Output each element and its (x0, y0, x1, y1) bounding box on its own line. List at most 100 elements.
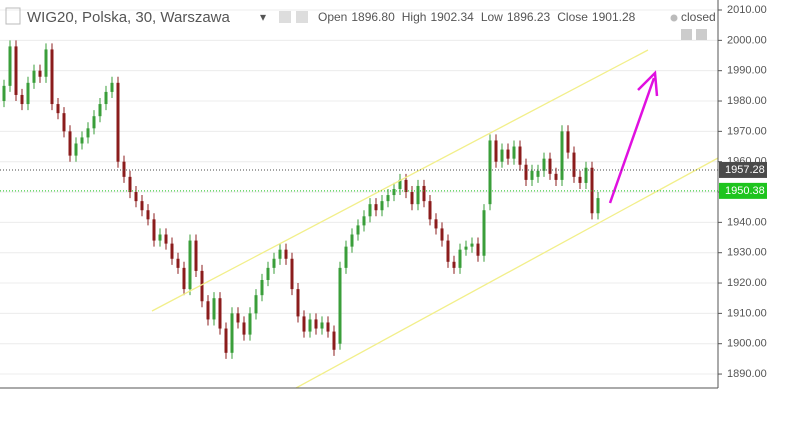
candle-body (290, 258, 294, 290)
legend-label: Low (481, 10, 503, 24)
candle-body (92, 116, 96, 129)
candle-body (74, 143, 78, 156)
legend-value: 1896.23 (507, 10, 551, 24)
status-dot (670, 14, 678, 22)
candle-body (476, 243, 480, 256)
candle-body (512, 146, 516, 159)
candle-body (506, 149, 510, 159)
candle-body (410, 192, 414, 205)
candle-body (482, 210, 486, 256)
candle-body (338, 267, 342, 344)
candle-body (248, 313, 252, 335)
candle-body (380, 201, 384, 211)
candle-body (464, 246, 468, 250)
candle-body (398, 179, 402, 189)
candle-body (50, 49, 54, 105)
y-tick-label: 2000.00 (727, 34, 767, 46)
y-tick-label: 2010.00 (727, 4, 767, 16)
y-tick-label: 1980.00 (727, 95, 767, 107)
candle-body (176, 258, 180, 268)
legend-label: High (402, 10, 427, 24)
candle-body (434, 219, 438, 229)
price-label: 1957.28 (725, 164, 765, 176)
candle-body (170, 243, 174, 259)
candle-body (542, 158, 546, 171)
y-tick-label: 1890.00 (727, 368, 767, 380)
y-tick-label: 1990.00 (727, 65, 767, 77)
candle-body (14, 46, 18, 95)
candle-body (164, 234, 168, 244)
candle-body (470, 243, 474, 247)
dropdown[interactable]: ▾ (260, 10, 266, 24)
candle-body (566, 131, 570, 153)
candle-body (530, 170, 534, 180)
candle-body (368, 204, 372, 217)
info-icon[interactable] (696, 29, 707, 40)
price-label-box (719, 161, 767, 178)
candle-body (146, 210, 150, 220)
legend-label: Open (318, 10, 347, 24)
settings-icon[interactable] (279, 11, 291, 23)
y-tick-label: 1930.00 (727, 247, 767, 259)
candle-body (560, 131, 564, 180)
candle-body (596, 198, 600, 214)
candle-body (212, 298, 216, 320)
header: WIG20, Polska, 30, Warszawa ▾ Open 1896.8… (5, 7, 716, 40)
candle-body (122, 161, 126, 177)
lower-trend-line (295, 157, 719, 389)
candle-body (302, 316, 306, 332)
candle-body (182, 267, 186, 290)
chart-title: WIG20, Polska, 30, Warszawa (27, 9, 231, 26)
legend-value: 1896.80 (351, 10, 395, 24)
candle-body (554, 173, 558, 180)
candle-body (344, 246, 348, 268)
candle-body (68, 131, 72, 156)
candle-body (188, 240, 192, 290)
y-tick-label: 1910.00 (727, 307, 767, 319)
candle-body (458, 249, 462, 268)
candle-body (278, 249, 282, 259)
candle-body (98, 104, 102, 117)
candle-body (440, 228, 444, 241)
candle-body (548, 158, 552, 174)
candle-body (56, 104, 60, 114)
candle-body (266, 267, 270, 281)
candle-body (500, 149, 504, 162)
legend-label: Close (557, 10, 588, 24)
candle-body (422, 185, 426, 202)
info-icon[interactable] (681, 29, 692, 40)
y-tick-label: 1920.00 (727, 277, 767, 289)
candle-body (218, 298, 222, 329)
candle-body (404, 179, 408, 193)
candle-body (260, 280, 264, 296)
candle-body (38, 70, 42, 77)
hide-icon[interactable] (296, 11, 308, 23)
candle-body (374, 204, 378, 211)
candle-body (44, 49, 48, 77)
candle-body (272, 258, 276, 268)
candle-body (32, 70, 36, 83)
candle-body (152, 219, 156, 241)
y-tick-label: 1900.00 (727, 338, 767, 350)
y-tick-label: 1970.00 (727, 125, 767, 137)
candle-body (494, 140, 498, 162)
candle-body (200, 270, 204, 302)
candle-body (584, 167, 588, 183)
y-tick-label: 1940.00 (727, 216, 767, 228)
status: closed (681, 10, 716, 24)
candle-body (356, 225, 360, 235)
candle-body (392, 188, 396, 196)
candle-body (242, 322, 246, 335)
candle-body (314, 319, 318, 329)
candle-body (572, 152, 576, 177)
candle-body (104, 91, 108, 105)
legend-value: 1902.34 (430, 10, 474, 24)
candle-body (236, 313, 240, 323)
symbol-icon[interactable] (5, 7, 21, 25)
candle-body (8, 46, 12, 86)
candle-body (26, 82, 30, 105)
arrow (608, 70, 659, 204)
candle-body (452, 261, 456, 268)
